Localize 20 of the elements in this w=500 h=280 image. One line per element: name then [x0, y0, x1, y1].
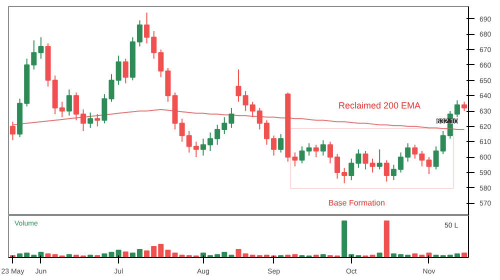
- candlestick: [313, 144, 319, 158]
- bar: [320, 254, 326, 258]
- bar: [462, 252, 468, 258]
- annotation: Reclaimed 200 EMA: [338, 100, 421, 110]
- bar: [66, 254, 72, 258]
- candlestick: [88, 112, 94, 128]
- bar: [384, 220, 390, 258]
- bar: [122, 252, 128, 258]
- candlestick: [384, 160, 390, 182]
- candlestick: [122, 58, 128, 84]
- bar: [376, 252, 382, 258]
- candlestick: [94, 114, 100, 127]
- candlestick: [278, 134, 284, 153]
- annotation: Base Formation: [328, 198, 385, 208]
- candlestick: [376, 148, 382, 170]
- candlestick: [462, 101, 468, 112]
- candlestick: [10, 121, 16, 141]
- candlestick: [66, 88, 72, 116]
- candlestick: [320, 140, 326, 156]
- candlestick: [342, 167, 348, 184]
